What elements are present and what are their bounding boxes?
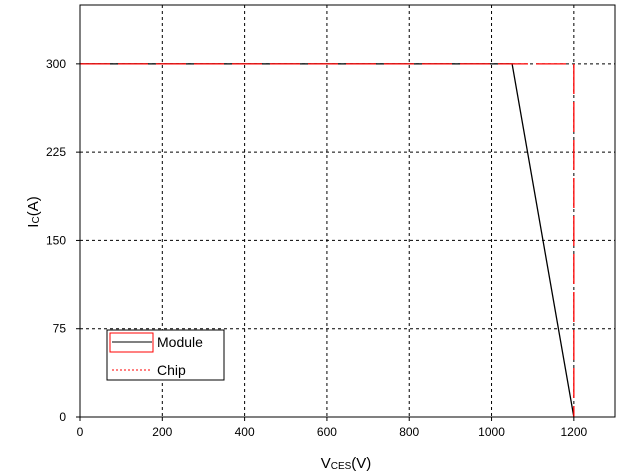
x-tick-label: 1200 <box>560 425 587 439</box>
y-tick-label: 0 <box>59 410 66 424</box>
series-group <box>80 63 575 418</box>
x-tick-label: 1000 <box>478 425 505 439</box>
x-axis-label: VCES(V) <box>321 455 372 472</box>
y-tick-label: 75 <box>53 322 67 336</box>
x-tick-label: 0 <box>77 425 84 439</box>
legend-box <box>106 329 225 381</box>
x-tick-label: 600 <box>317 425 337 439</box>
plot-frame <box>79 4 616 418</box>
x-axis-label-sub: CES <box>331 461 352 472</box>
legend-highlight <box>109 332 154 353</box>
y-tick-label: 300 <box>46 57 66 71</box>
x-tick-label: 800 <box>399 425 419 439</box>
y-axis-label: IC(A) <box>25 196 42 227</box>
y-axis-label-main: I <box>25 224 42 228</box>
legend-label-module: Module <box>157 334 203 350</box>
x-axis-label-main: V <box>321 455 331 472</box>
y-axis-label-unit: (A) <box>25 196 42 216</box>
x-axis-label-unit: (V) <box>351 455 371 472</box>
y-tick-label: 225 <box>46 145 66 159</box>
series-line-chip <box>80 63 575 417</box>
x-tick-label: 200 <box>152 425 172 439</box>
legend: Module Chip <box>106 329 225 381</box>
x-tick-label: 400 <box>235 425 255 439</box>
ticks-group: 0 200 400 600 800 1000 1200 0 75 150 225 300 <box>46 57 588 439</box>
legend-label-chip: Chip <box>157 362 186 378</box>
y-tick-label: 150 <box>46 233 66 247</box>
y-axis-label-sub: C <box>31 216 42 223</box>
